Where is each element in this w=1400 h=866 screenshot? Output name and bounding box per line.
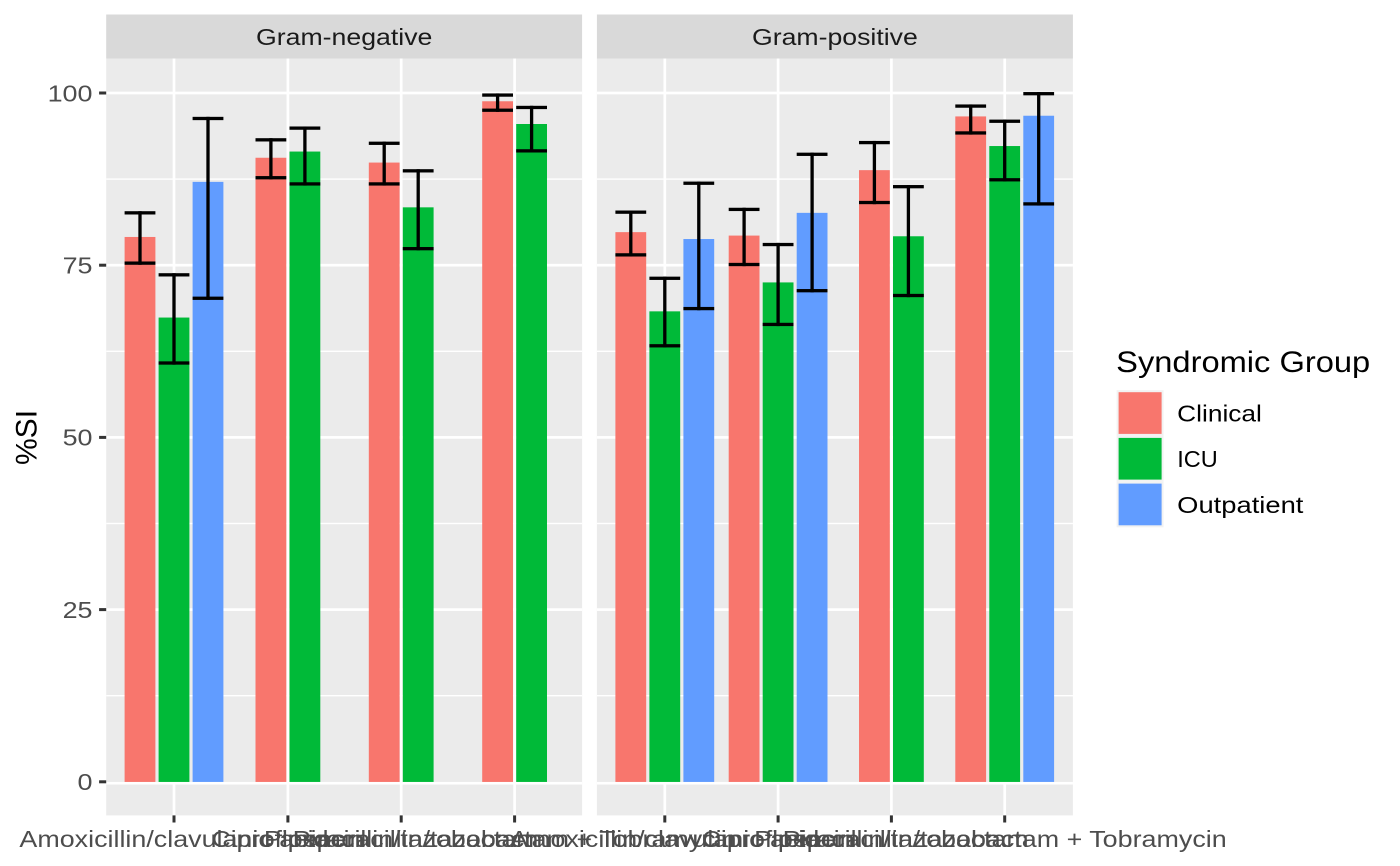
svg-text:75: 75 bbox=[63, 253, 93, 279]
svg-text:Outpatient: Outpatient bbox=[1177, 492, 1304, 518]
svg-text:Piperacillin/tazobactam + Tobr: Piperacillin/tazobactam + Tobramycin bbox=[783, 826, 1227, 852]
svg-text:Piperacillin/tazobactam: Piperacillin/tazobactam bbox=[264, 826, 539, 852]
svg-text:25: 25 bbox=[63, 597, 93, 623]
svg-text:Gram-positive: Gram-positive bbox=[752, 24, 918, 50]
svg-text:%SI: %SI bbox=[11, 410, 44, 465]
svg-text:Piperacillin/tazobactam + Tobr: Piperacillin/tazobactam + Tobramycin bbox=[293, 826, 737, 852]
svg-text:Gram-negative: Gram-negative bbox=[256, 24, 432, 50]
svg-text:Syndromic Group: Syndromic Group bbox=[1116, 346, 1370, 379]
svg-text:Amoxicillin/clavulanic acid: Amoxicillin/clavulanic acid bbox=[510, 826, 819, 852]
svg-text:0: 0 bbox=[78, 769, 93, 795]
svg-text:ICU: ICU bbox=[1177, 446, 1218, 472]
svg-text:Amoxicillin/clavulanic acid: Amoxicillin/clavulanic acid bbox=[19, 826, 328, 852]
svg-text:100: 100 bbox=[48, 80, 93, 106]
svg-text:Ciprofloxacin: Ciprofloxacin bbox=[212, 826, 365, 852]
svg-text:50: 50 bbox=[63, 425, 93, 451]
svg-text:Clinical: Clinical bbox=[1177, 400, 1262, 426]
svg-text:Piperacillin/tazobactam: Piperacillin/tazobactam bbox=[754, 826, 1029, 852]
svg-text:Ciprofloxacin: Ciprofloxacin bbox=[702, 826, 855, 852]
